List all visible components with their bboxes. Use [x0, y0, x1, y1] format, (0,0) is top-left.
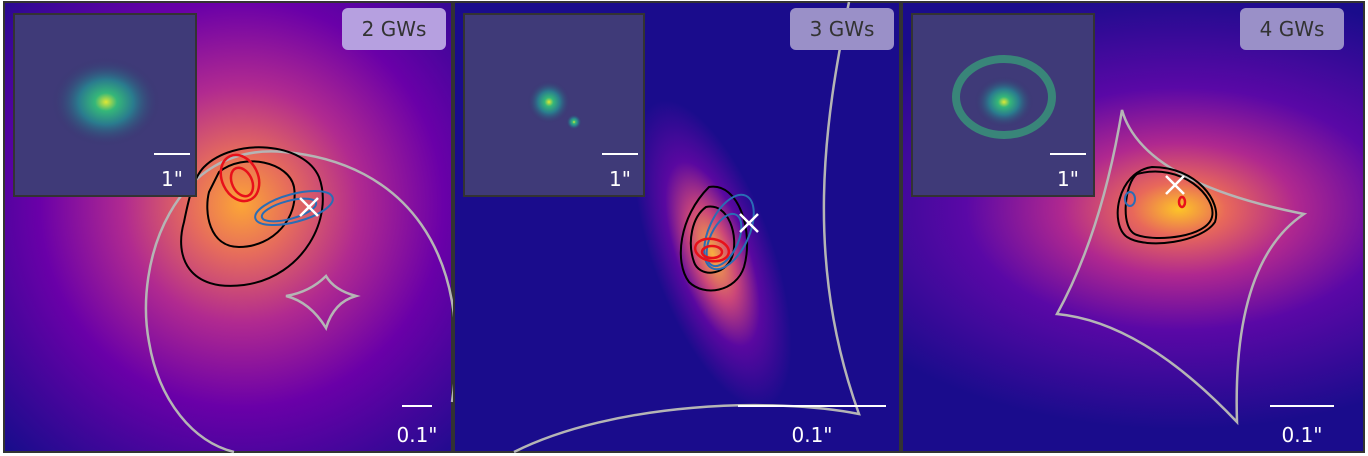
figure: 1" 2 GWs 0.1" 1" 3 GWs 0.1" 1" 4 GWs 0.1… [0, 0, 1368, 456]
inset-scale: 1" [1057, 167, 1079, 191]
inset-scale: 1" [161, 167, 183, 191]
inset-scale: 1" [609, 167, 631, 191]
inset-source [51, 57, 161, 147]
inset-source [527, 80, 571, 124]
inset-source [566, 114, 582, 130]
panel: 1" 3 GWs 0.1" [454, 2, 900, 452]
panel: 1" 2 GWs 0.1" [4, 2, 456, 452]
scale: 0.1" [1281, 423, 1322, 447]
scale: 0.1" [396, 423, 437, 447]
panel-label: 4 GWs [1260, 17, 1325, 41]
panel-label: 3 GWs [810, 17, 875, 41]
panel-label: 2 GWs [362, 17, 427, 41]
inset-source [974, 76, 1034, 128]
scale: 0.1" [791, 423, 832, 447]
panel: 1" 4 GWs 0.1" [902, 2, 1364, 452]
